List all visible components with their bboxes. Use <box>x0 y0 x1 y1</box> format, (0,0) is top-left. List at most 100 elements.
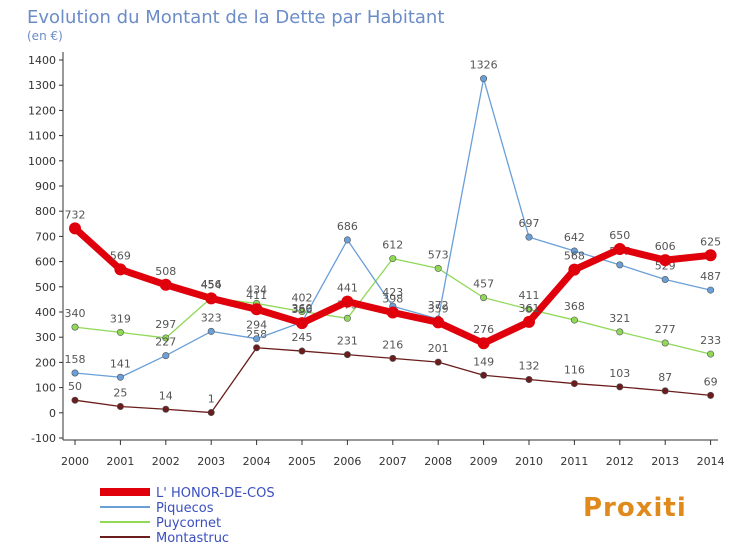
data-point <box>434 358 442 366</box>
y-tick-label: 100 <box>35 382 56 395</box>
data-label: 411 <box>246 289 267 302</box>
x-tick-label: 2003 <box>197 455 225 468</box>
data-label: 319 <box>110 312 131 325</box>
data-point <box>207 409 215 417</box>
data-label: 1326 <box>470 59 498 72</box>
data-label: 650 <box>609 229 630 242</box>
data-label: 642 <box>564 231 585 244</box>
data-point <box>480 75 488 83</box>
data-label: 686 <box>337 220 358 233</box>
data-point <box>707 350 715 358</box>
data-point <box>69 222 81 235</box>
data-point <box>523 315 535 328</box>
y-tick-label: 1100 <box>28 130 56 143</box>
data-point <box>298 347 306 355</box>
data-point <box>570 316 578 324</box>
data-label: 25 <box>113 387 127 400</box>
data-label: 360 <box>292 302 313 315</box>
series-0: 732 569 508 454 411 356 441 398 359 276 361 568 650 6… <box>65 208 721 350</box>
y-tick-label: 1000 <box>28 155 56 168</box>
y-tick-label: 600 <box>35 256 56 269</box>
data-point <box>386 306 399 319</box>
data-label: 356 <box>292 303 313 316</box>
x-tick-label: 2006 <box>333 455 361 468</box>
data-point <box>477 337 490 350</box>
series-line <box>74 77 711 378</box>
data-point <box>71 396 79 404</box>
data-point <box>525 305 533 313</box>
data-label: 697 <box>519 217 540 230</box>
y-tick-label: 300 <box>35 331 56 344</box>
data-label: 69 <box>704 375 718 388</box>
data-label: 158 <box>65 353 86 366</box>
data-point <box>616 261 624 269</box>
data-label: 411 <box>519 289 540 302</box>
legend-label: Puycornet <box>156 516 221 531</box>
x-tick-label: 2004 <box>243 455 271 468</box>
data-label: 402 <box>292 291 313 304</box>
data-point <box>613 243 626 255</box>
data-point <box>162 405 170 413</box>
data-point <box>296 317 308 330</box>
data-label: 87 <box>658 371 672 384</box>
y-tick-label: 900 <box>35 180 56 193</box>
data-point <box>570 247 578 255</box>
x-tick-label: 2008 <box>424 455 452 468</box>
data-point <box>616 383 624 391</box>
data-label: 508 <box>155 265 176 278</box>
data-point <box>434 264 442 272</box>
y-tick-label: -100 <box>31 432 56 445</box>
data-label: 625 <box>700 235 721 248</box>
y-tick-label: 800 <box>35 205 56 218</box>
data-label: 569 <box>110 249 131 262</box>
data-point <box>525 233 533 241</box>
y-tick-label: 700 <box>35 230 56 243</box>
legend-label: L' HONOR-DE-COS <box>156 486 275 501</box>
legend: L' HONOR-DE-COSPiquecosPuycornetMontastr… <box>100 486 275 546</box>
data-point <box>162 334 170 342</box>
data-point <box>250 303 263 316</box>
data-point <box>480 294 488 302</box>
data-point <box>116 402 124 410</box>
data-label: 361 <box>519 302 540 315</box>
x-tick-label: 2013 <box>651 455 679 468</box>
data-point <box>480 371 488 379</box>
x-tick-label: 2012 <box>606 455 634 468</box>
data-point <box>707 286 715 294</box>
data-label: 149 <box>473 355 494 368</box>
x-tick-label: 2010 <box>515 455 543 468</box>
data-point <box>659 254 672 267</box>
data-label: 14 <box>159 389 173 402</box>
data-label: 233 <box>700 334 721 347</box>
legend-label: Piquecos <box>156 501 214 516</box>
data-label: 116 <box>564 364 585 377</box>
data-point <box>432 316 445 329</box>
chart-title: Evolution du Montant de la Dette par Hab… <box>27 7 444 28</box>
data-point <box>116 373 124 381</box>
data-label: 245 <box>292 331 313 344</box>
data-label: 201 <box>428 342 449 355</box>
proxiti-logo: Proxiti <box>583 493 686 523</box>
data-point <box>159 278 172 291</box>
data-label: 454 <box>201 278 222 291</box>
y-tick-label: 1200 <box>28 104 56 117</box>
data-point <box>298 307 306 315</box>
data-label: 457 <box>473 278 494 291</box>
data-label: 103 <box>609 367 630 380</box>
data-label: 456 <box>201 278 222 291</box>
x-tick-label: 2007 <box>379 455 407 468</box>
x-tick-label: 2009 <box>470 455 498 468</box>
legend-label: Montastruc <box>156 531 229 546</box>
data-label: 141 <box>110 357 131 370</box>
data-label: 231 <box>337 335 358 348</box>
data-label: 1 <box>208 393 215 406</box>
data-point <box>343 314 351 322</box>
data-label: 372 <box>428 299 449 312</box>
x-tick-label: 2001 <box>106 455 134 468</box>
data-label: 227 <box>155 336 176 349</box>
data-label: 297 <box>155 318 176 331</box>
y-tick-label: 1300 <box>28 79 56 92</box>
data-label: 606 <box>655 240 676 253</box>
data-point <box>568 263 581 276</box>
